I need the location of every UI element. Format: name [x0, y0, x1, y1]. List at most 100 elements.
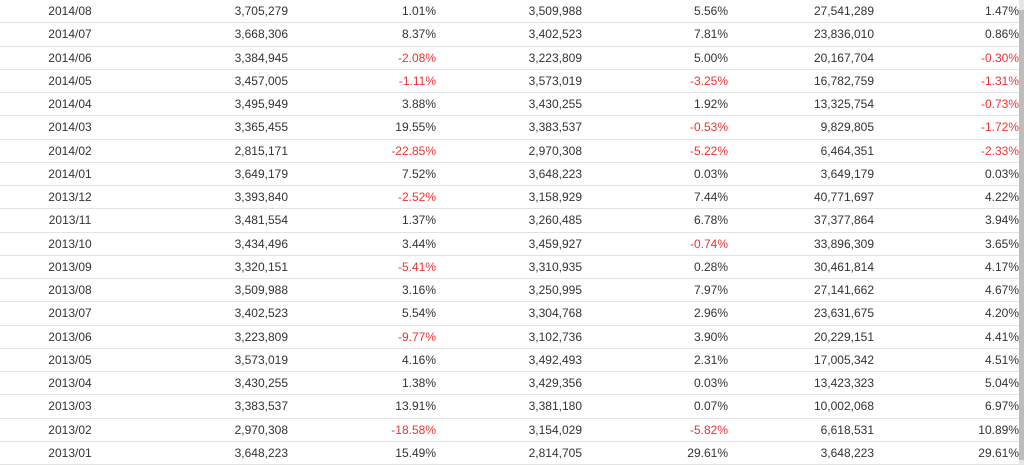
value-b-cell: 2,970,308	[436, 139, 582, 163]
change-a-cell: -1.11%	[288, 69, 436, 94]
value-b-cell: 3,509,988	[436, 0, 582, 24]
cumulative-cell: 10,002,068	[728, 394, 874, 419]
change-a-cell: 19.55%	[288, 115, 436, 140]
period-cell: 2013/04	[0, 371, 140, 396]
value-b-cell: 3,381,180	[436, 394, 582, 419]
period-cell: 2014/07	[0, 22, 140, 47]
change-c-cell: 10.89%	[874, 418, 1020, 442]
change-b-cell: -5.82%	[582, 418, 728, 442]
period-cell: 2013/09	[0, 255, 140, 280]
period-cell: 2013/03	[0, 394, 140, 419]
change-c-cell: 0.03%	[874, 162, 1020, 187]
cumulative-cell: 37,377,864	[728, 208, 874, 233]
table-row: 2013/11 3,481,554 1.37% 3,260,485 6.78% 37,37…	[0, 208, 1020, 233]
change-a-cell: 4.16%	[288, 348, 436, 373]
change-a-cell: 3.16%	[288, 278, 436, 303]
cumulative-cell: 13,423,323	[728, 371, 874, 396]
value-b-cell: 3,429,356	[436, 371, 582, 396]
table-row: 2013/09 3,320,151 -5.41% 3,310,935 0.28% 30,4…	[0, 255, 1020, 280]
cumulative-cell: 27,541,289	[728, 0, 874, 24]
value-a-cell: 3,393,840	[140, 185, 288, 210]
period-cell: 2013/08	[0, 278, 140, 303]
change-a-cell: 8.37%	[288, 22, 436, 47]
table-row: 2013/08 3,509,988 3.16% 3,250,995 7.97% 27,14…	[0, 278, 1020, 303]
change-a-cell: 1.37%	[288, 208, 436, 233]
change-b-cell: 7.97%	[582, 278, 728, 303]
period-cell: 2014/04	[0, 92, 140, 117]
value-b-cell: 3,310,935	[436, 255, 582, 280]
cumulative-cell: 30,461,814	[728, 255, 874, 280]
cumulative-cell: 23,631,675	[728, 301, 874, 326]
table-row: 2014/03 3,365,455 19.55% 3,383,537 -0.53% 9,8…	[0, 115, 1020, 140]
cumulative-cell: 33,896,309	[728, 232, 874, 256]
change-b-cell: 0.03%	[582, 162, 728, 187]
change-c-cell: 3.94%	[874, 208, 1020, 233]
cumulative-cell: 20,167,704	[728, 46, 874, 70]
change-a-cell: -5.41%	[288, 255, 436, 280]
change-b-cell: 5.00%	[582, 46, 728, 70]
value-b-cell: 3,573,019	[436, 69, 582, 94]
value-b-cell: 3,492,493	[436, 348, 582, 373]
table-row: 2013/05 3,573,019 4.16% 3,492,493 2.31% 17,00…	[0, 348, 1020, 373]
table-row: 2013/10 3,434,496 3.44% 3,459,927 -0.74% 33,8…	[0, 232, 1020, 256]
value-a-cell: 3,383,537	[140, 394, 288, 419]
change-b-cell: 7.44%	[582, 185, 728, 210]
value-b-cell: 2,814,705	[436, 441, 582, 465]
cumulative-cell: 16,782,759	[728, 69, 874, 94]
change-c-cell: -2.33%	[874, 139, 1020, 163]
period-cell: 2014/03	[0, 115, 140, 140]
cumulative-cell: 20,229,151	[728, 325, 874, 349]
change-a-cell: 3.44%	[288, 232, 436, 256]
change-b-cell: 2.31%	[582, 348, 728, 373]
period-cell: 2013/01	[0, 441, 140, 465]
scrollbar-thumb[interactable]	[1019, 10, 1024, 460]
period-cell: 2013/06	[0, 325, 140, 349]
period-cell: 2013/11	[0, 208, 140, 233]
period-cell: 2013/05	[0, 348, 140, 373]
change-c-cell: 0.86%	[874, 22, 1020, 47]
value-a-cell: 3,457,005	[140, 69, 288, 94]
value-a-cell: 3,481,554	[140, 208, 288, 233]
value-b-cell: 3,648,223	[436, 162, 582, 187]
change-b-cell: -5.22%	[582, 139, 728, 163]
cumulative-cell: 23,836,010	[728, 22, 874, 47]
value-b-cell: 3,459,927	[436, 232, 582, 256]
change-a-cell: -22.85%	[288, 139, 436, 163]
table-row: 2013/01 3,648,223 15.49% 2,814,705 29.61% 3,6…	[0, 441, 1020, 465]
vertical-scrollbar[interactable]	[1019, 0, 1024, 465]
change-c-cell: 4.22%	[874, 185, 1020, 210]
value-b-cell: 3,383,537	[436, 115, 582, 140]
change-c-cell: 1.47%	[874, 0, 1020, 24]
period-cell: 2013/07	[0, 301, 140, 326]
value-b-cell: 3,158,929	[436, 185, 582, 210]
value-a-cell: 2,815,171	[140, 139, 288, 163]
value-a-cell: 3,430,255	[140, 371, 288, 396]
period-cell: 2013/10	[0, 232, 140, 256]
cumulative-cell: 13,325,754	[728, 92, 874, 117]
value-b-cell: 3,102,736	[436, 325, 582, 349]
value-a-cell: 3,509,988	[140, 278, 288, 303]
change-b-cell: 0.28%	[582, 255, 728, 280]
change-a-cell: 1.38%	[288, 371, 436, 396]
change-c-cell: -0.30%	[874, 46, 1020, 70]
change-a-cell: 3.88%	[288, 92, 436, 117]
table-row: 2014/05 3,457,005 -1.11% 3,573,019 -3.25% 16,…	[0, 69, 1020, 94]
cumulative-cell: 3,649,179	[728, 162, 874, 187]
change-b-cell: 6.78%	[582, 208, 728, 233]
cumulative-cell: 27,141,662	[728, 278, 874, 303]
change-c-cell: 3.65%	[874, 232, 1020, 256]
change-b-cell: 1.92%	[582, 92, 728, 117]
period-cell: 2014/02	[0, 139, 140, 163]
table-row: 2013/07 3,402,523 5.54% 3,304,768 2.96% 23,63…	[0, 301, 1020, 326]
period-cell: 2013/02	[0, 418, 140, 442]
value-a-cell: 2,970,308	[140, 418, 288, 442]
table-row: 2014/07 3,668,306 8.37% 3,402,523 7.81% 23,83…	[0, 22, 1020, 47]
period-cell: 2014/01	[0, 162, 140, 187]
period-cell: 2014/06	[0, 46, 140, 70]
value-a-cell: 3,573,019	[140, 348, 288, 373]
change-a-cell: 1.01%	[288, 0, 436, 24]
value-b-cell: 3,402,523	[436, 22, 582, 47]
period-cell: 2014/05	[0, 69, 140, 94]
change-c-cell: 4.17%	[874, 255, 1020, 280]
